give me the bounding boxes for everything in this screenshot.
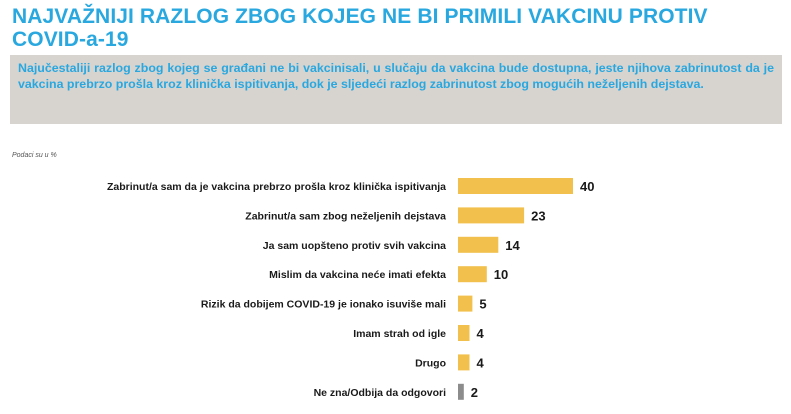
category-label: Rizik da dobijem COVID-19 je ionako isuv… [201, 299, 446, 311]
bar [458, 207, 525, 224]
category-label: Zabrinut/a sam zbog neželjenih dejstava [245, 210, 446, 222]
bar [458, 383, 464, 400]
page-title: NAJVAŽNIJI RAZLOG ZBOG KOJEG NE BI PRIMI… [12, 5, 708, 51]
value-label: 4 [477, 326, 485, 341]
value-label: 2 [471, 385, 478, 400]
value-label: 4 [477, 355, 485, 370]
value-label: 10 [494, 267, 508, 282]
value-label: 23 [531, 208, 545, 223]
summary-box: Najučestaliji razlog zbog kojeg se građa… [10, 55, 782, 124]
bar [458, 354, 470, 371]
data-unit-note: Podaci su u % [12, 152, 57, 159]
bar [458, 236, 499, 253]
category-label: Mislim da vakcina neće imati efekta [269, 269, 446, 281]
category-label: Drugo [415, 357, 446, 369]
value-label: 40 [580, 179, 594, 194]
category-label: Imam strah od igle [353, 328, 446, 340]
bar [458, 178, 573, 194]
bar [458, 295, 473, 312]
category-label: Ne zna/Odbija da odgovori [314, 387, 447, 399]
category-label: Zabrinut/a sam da je vakcina prebrzo pro… [107, 181, 446, 193]
value-label: 14 [505, 238, 520, 253]
chart-marks: Zabrinut/a sam da je vakcina prebrzo pro… [107, 178, 594, 400]
bar [458, 266, 487, 283]
value-label: 5 [479, 297, 486, 312]
category-label: Ja sam uopšteno protiv svih vakcina [263, 240, 446, 252]
bar [458, 325, 470, 341]
